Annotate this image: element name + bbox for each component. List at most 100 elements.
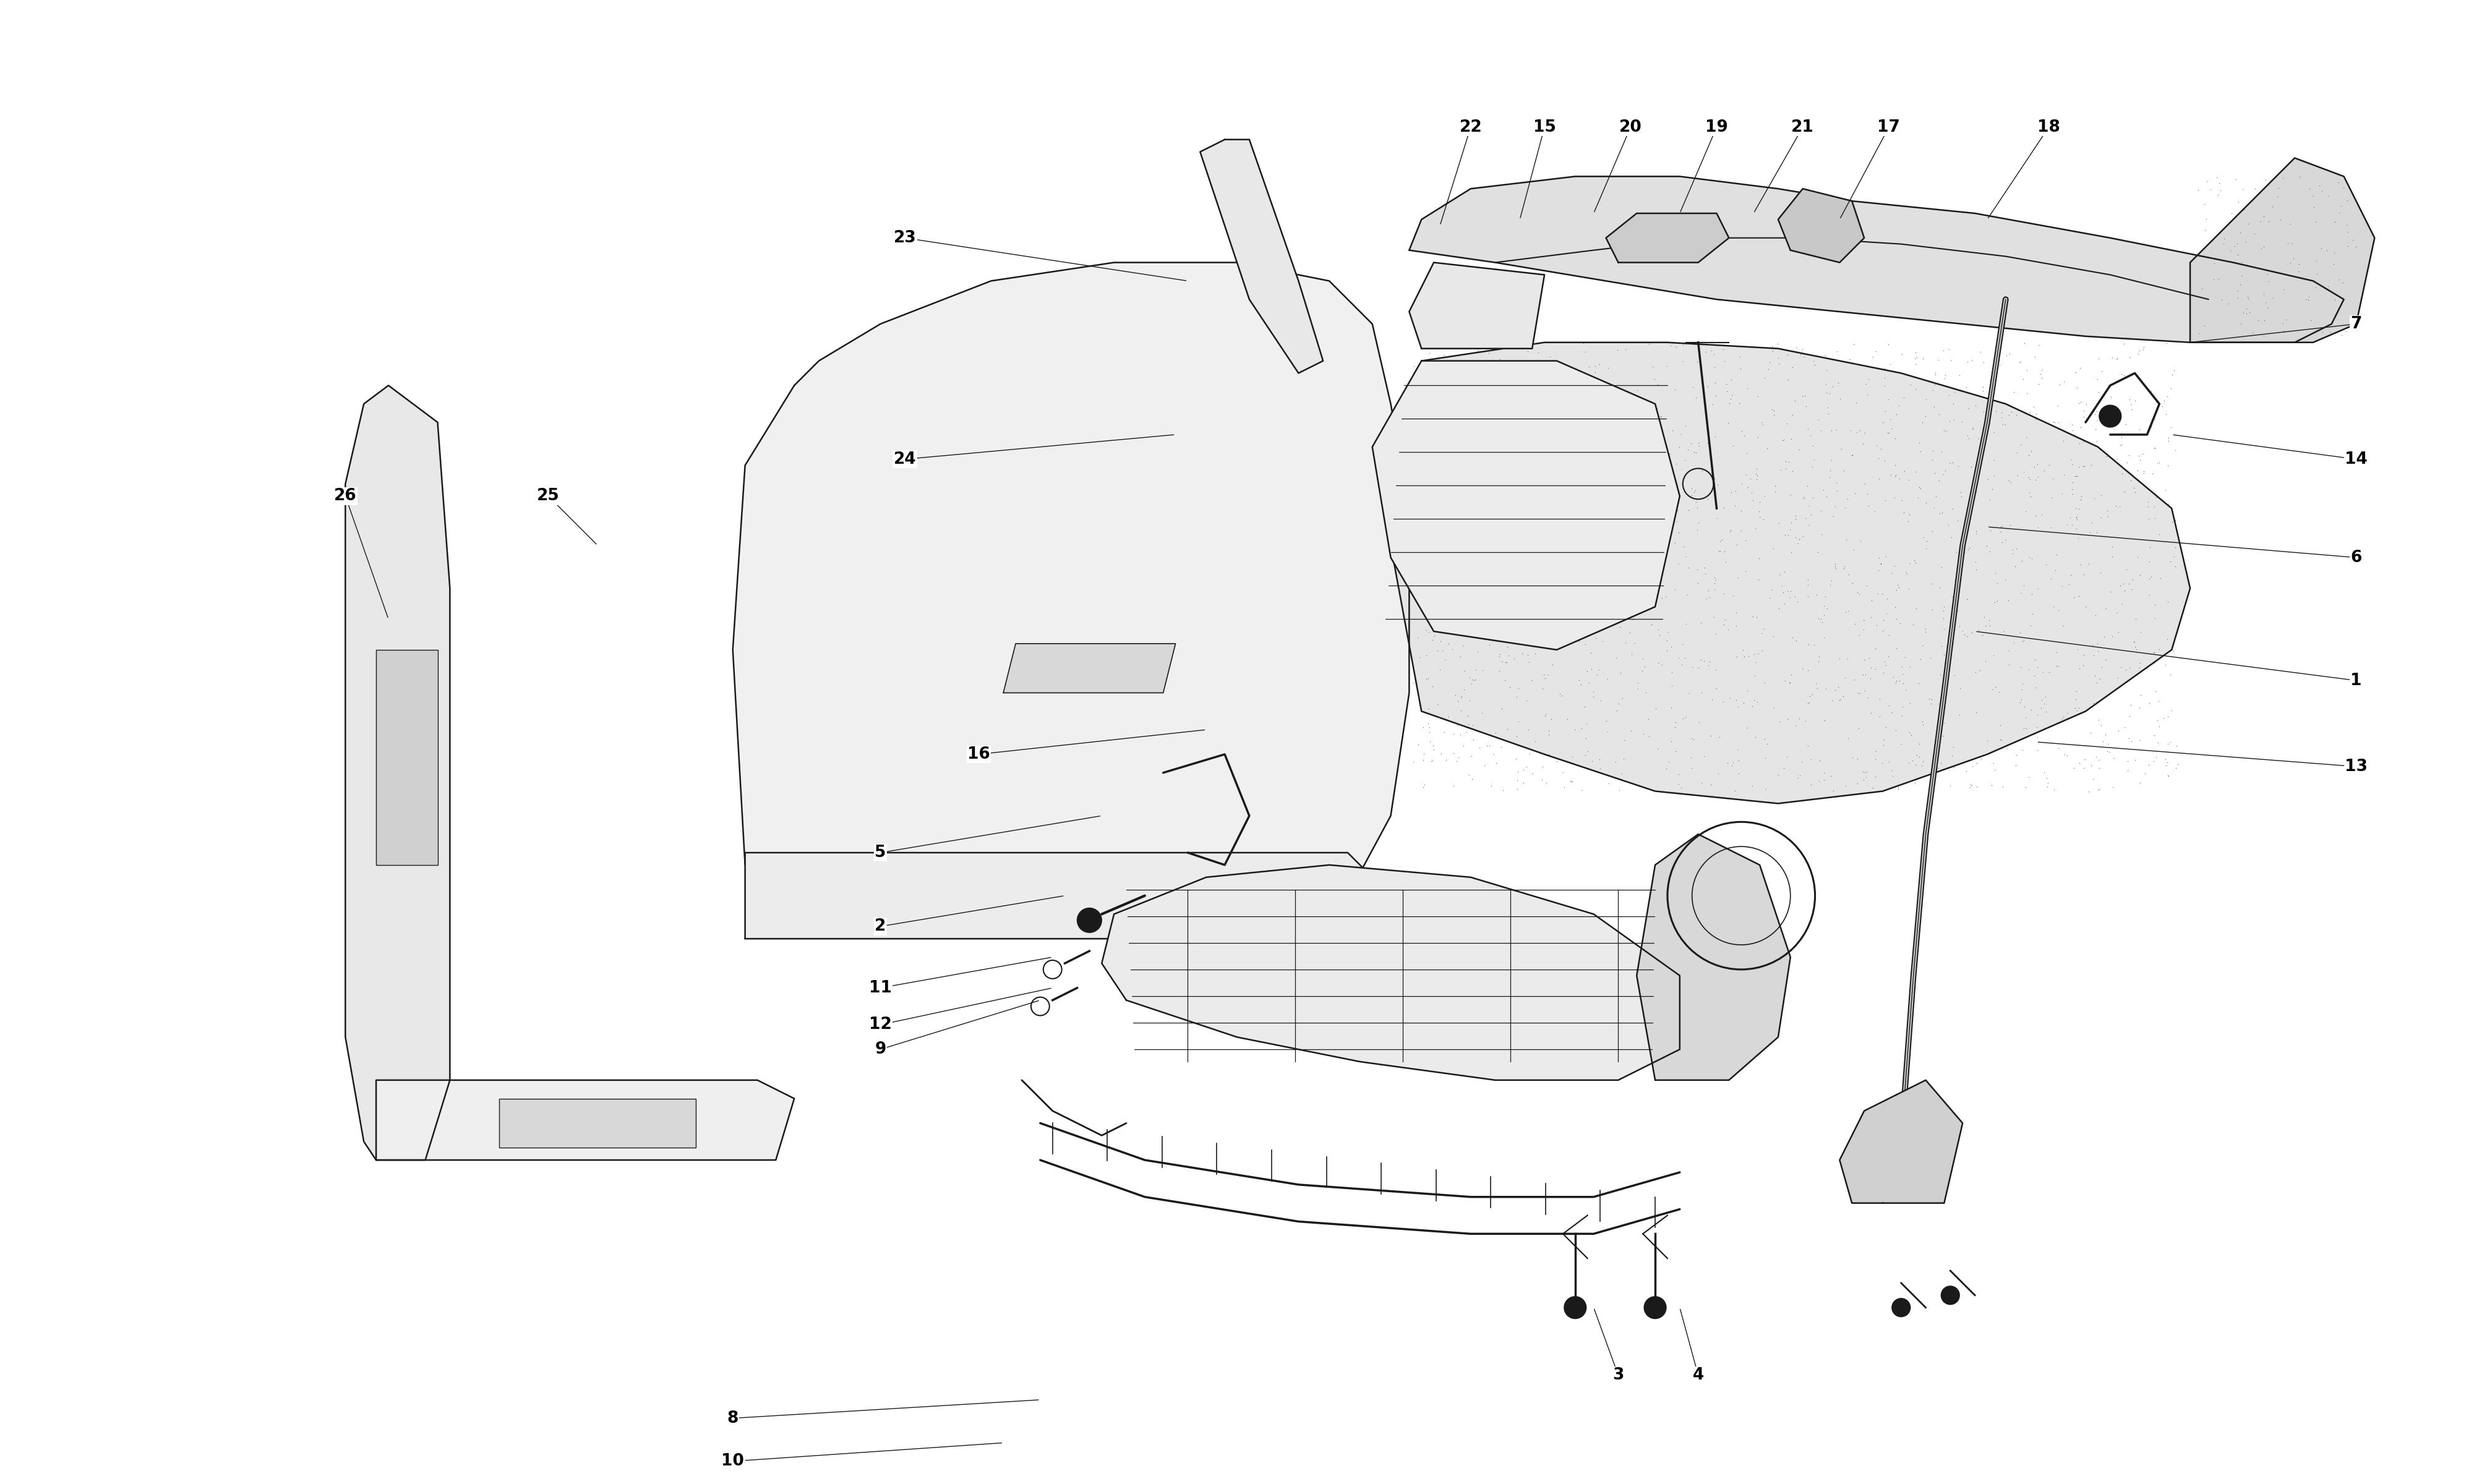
Point xyxy=(1769,708,1808,732)
Point xyxy=(1875,453,1915,476)
Point xyxy=(1784,657,1823,681)
Point xyxy=(1954,393,1994,417)
Point xyxy=(1737,384,1776,408)
Point xyxy=(1776,585,1816,608)
Point xyxy=(1885,459,1925,482)
Point xyxy=(2056,423,2095,447)
Point xyxy=(1539,573,1578,597)
Point xyxy=(2053,470,2093,494)
Point xyxy=(1853,776,1893,800)
Point xyxy=(1457,417,1497,441)
Point xyxy=(2152,640,2192,663)
Point xyxy=(1875,718,1915,742)
Point xyxy=(1460,371,1499,395)
Point xyxy=(1714,583,1754,607)
Point xyxy=(1717,614,1757,638)
Point xyxy=(1776,629,1816,653)
Point xyxy=(1818,338,1858,362)
Point xyxy=(1408,438,1447,462)
Point xyxy=(1475,439,1514,463)
Point xyxy=(2063,643,2103,666)
Point xyxy=(1502,510,1541,534)
Point xyxy=(2078,671,2118,695)
Point xyxy=(1853,589,1893,613)
Point xyxy=(2147,751,2187,775)
Point xyxy=(2241,209,2281,233)
Point xyxy=(1900,439,1940,463)
Point xyxy=(2291,177,2331,200)
Point xyxy=(2098,620,2138,644)
Point xyxy=(1437,438,1477,462)
Point xyxy=(1507,423,1546,447)
Point xyxy=(1606,337,1645,361)
Point xyxy=(1658,763,1697,787)
Polygon shape xyxy=(1200,139,1324,372)
Point xyxy=(1482,697,1522,721)
Point xyxy=(1724,424,1764,448)
Point xyxy=(2150,730,2189,754)
Point xyxy=(2115,607,2155,631)
Point xyxy=(1663,653,1702,677)
Point xyxy=(2105,715,2145,739)
Point xyxy=(1969,608,2009,632)
Point xyxy=(2130,567,2170,591)
Point xyxy=(1813,779,1853,803)
Point xyxy=(1759,352,1799,375)
Point xyxy=(1846,766,1885,789)
Point xyxy=(1868,421,1907,445)
Point xyxy=(1890,724,1930,748)
Point xyxy=(1873,758,1912,782)
Point xyxy=(1509,432,1549,456)
Point xyxy=(1497,769,1536,792)
Point xyxy=(1415,598,1455,622)
Point xyxy=(1935,755,1974,779)
Point xyxy=(1581,565,1620,589)
Point xyxy=(1611,521,1650,545)
Point xyxy=(1687,430,1727,454)
Point xyxy=(1618,671,1658,695)
Point xyxy=(2128,490,2167,513)
Point xyxy=(1413,534,1452,558)
Point xyxy=(1606,389,1645,413)
Point xyxy=(2024,760,2063,784)
Point xyxy=(1826,666,1865,690)
Point xyxy=(1769,450,1808,473)
Point xyxy=(2130,378,2170,402)
Point xyxy=(1719,344,1759,368)
Point xyxy=(1672,484,1712,508)
Point xyxy=(1529,516,1569,540)
Point xyxy=(1865,715,1905,739)
Point xyxy=(1663,534,1702,558)
Point xyxy=(2011,582,2051,605)
Point xyxy=(2058,527,2098,551)
Point xyxy=(1665,611,1705,635)
Point xyxy=(1875,554,1915,577)
Point xyxy=(1831,418,1870,442)
Point xyxy=(2120,651,2160,675)
Point xyxy=(1556,414,1596,438)
Point xyxy=(1455,490,1494,513)
Point xyxy=(1497,724,1536,748)
Point xyxy=(1514,395,1554,418)
Point xyxy=(1957,775,1997,798)
Point xyxy=(1791,773,1831,797)
Point xyxy=(1487,381,1526,405)
Point xyxy=(1922,439,1962,463)
Point xyxy=(2130,565,2170,589)
Point xyxy=(2095,347,2135,371)
Point xyxy=(2113,631,2152,654)
Point xyxy=(2071,510,2110,534)
Point xyxy=(1393,749,1432,773)
Point xyxy=(1514,641,1554,665)
Point xyxy=(1519,512,1559,536)
Point xyxy=(1514,730,1554,754)
Point xyxy=(1974,561,2014,585)
Point xyxy=(1531,708,1571,732)
Point xyxy=(2199,171,2239,194)
Point xyxy=(2217,232,2256,255)
Point xyxy=(1479,432,1519,456)
Point xyxy=(1623,476,1663,500)
Point xyxy=(2110,705,2150,729)
Point xyxy=(2142,706,2182,730)
Point xyxy=(1766,411,1806,435)
